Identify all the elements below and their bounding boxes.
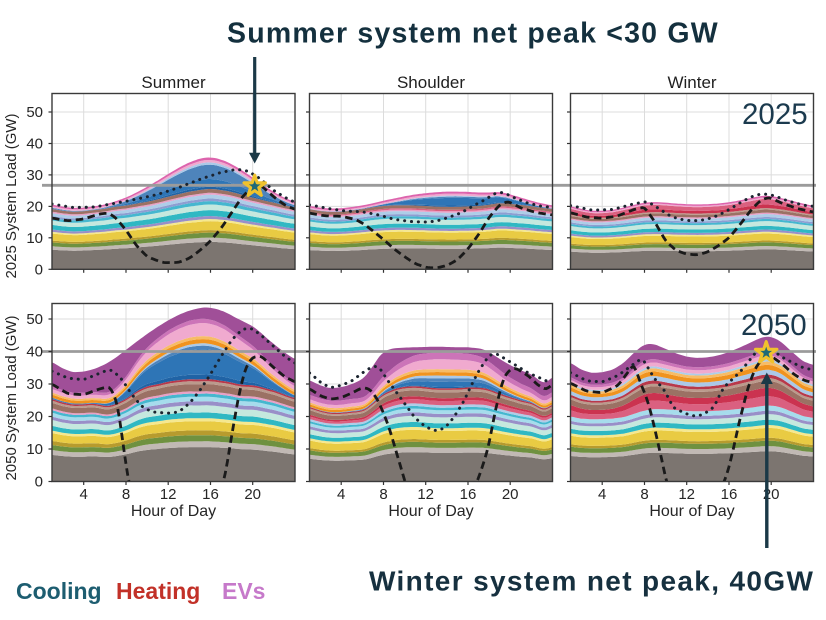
svg-text:0: 0 <box>35 474 43 491</box>
svg-text:Hour of Day: Hour of Day <box>388 503 473 520</box>
svg-text:20: 20 <box>244 486 261 503</box>
svg-text:Summer: Summer <box>141 73 206 92</box>
svg-text:Winter: Winter <box>667 73 716 92</box>
svg-text:2050: 2050 <box>741 309 807 342</box>
svg-text:Hour of Day: Hour of Day <box>649 503 734 520</box>
svg-text:30: 30 <box>26 376 43 393</box>
svg-text:4: 4 <box>80 486 88 503</box>
svg-text:12: 12 <box>417 486 434 503</box>
svg-text:2050 System Load (GW): 2050 System Load (GW) <box>3 315 20 480</box>
svg-text:10: 10 <box>26 441 43 458</box>
svg-text:0: 0 <box>35 261 43 278</box>
svg-text:2025 System Load (GW): 2025 System Load (GW) <box>3 113 20 278</box>
svg-text:8: 8 <box>379 486 387 503</box>
svg-text:20: 20 <box>26 198 43 215</box>
svg-text:30: 30 <box>26 167 43 184</box>
svg-text:Summer system net peak <30 GW: Summer system net peak <30 GW <box>227 18 719 50</box>
svg-text:50: 50 <box>26 311 43 328</box>
svg-text:Winter system net peak, 40GW: Winter system net peak, 40GW <box>369 566 814 597</box>
svg-text:Heating: Heating <box>116 578 200 604</box>
svg-text:12: 12 <box>678 486 695 503</box>
svg-text:8: 8 <box>122 486 130 503</box>
svg-text:10: 10 <box>26 230 43 247</box>
svg-text:16: 16 <box>460 486 477 503</box>
svg-text:20: 20 <box>502 486 519 503</box>
svg-text:Hour of Day: Hour of Day <box>131 503 216 520</box>
svg-text:2025: 2025 <box>742 98 808 131</box>
svg-text:40: 40 <box>26 136 43 153</box>
svg-text:16: 16 <box>721 486 738 503</box>
svg-text:40: 40 <box>26 344 43 361</box>
svg-text:16: 16 <box>202 486 219 503</box>
svg-text:EVs: EVs <box>222 578 265 604</box>
svg-text:20: 20 <box>26 409 43 426</box>
svg-text:8: 8 <box>640 486 648 503</box>
svg-text:Shoulder: Shoulder <box>397 73 465 92</box>
svg-text:4: 4 <box>598 486 606 503</box>
svg-text:12: 12 <box>160 486 177 503</box>
svg-text:4: 4 <box>337 486 345 503</box>
svg-text:Cooling: Cooling <box>16 578 102 604</box>
svg-text:50: 50 <box>26 104 43 121</box>
